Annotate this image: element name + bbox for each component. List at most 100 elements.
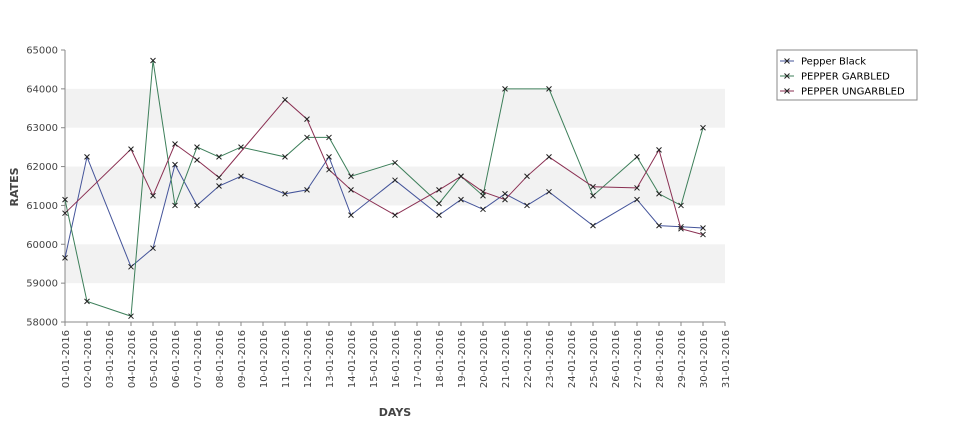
data-point: [84, 154, 90, 160]
data-point: [458, 196, 464, 203]
data-point: [480, 188, 486, 195]
x-tick-label: 07-01-2016: [193, 330, 204, 388]
data-point: [216, 174, 222, 181]
data-point: [348, 187, 354, 193]
data-point: [216, 154, 222, 160]
data-point: [194, 157, 200, 163]
data-point: [524, 202, 530, 209]
data-point: [436, 200, 442, 207]
series-3: [62, 96, 706, 238]
x-tick-label: 27-01-2016: [633, 330, 644, 388]
data-point: [546, 86, 552, 92]
data-point: [326, 154, 332, 160]
x-tick-label: 03-01-2016: [105, 330, 116, 388]
data-point: [502, 190, 508, 197]
x-tick-label: 26-01-2016: [611, 330, 622, 388]
data-point: [590, 222, 596, 229]
data-point: [700, 231, 706, 238]
y-tick-label: 60000: [26, 240, 58, 251]
legend-marker: [784, 73, 790, 79]
data-point: [546, 154, 552, 160]
series-line: [64, 98, 704, 236]
data-point: [326, 134, 332, 141]
x-tick-label: 30-01-2016: [699, 330, 710, 388]
x-tick-label: 24-01-2016: [567, 330, 578, 388]
x-tick-label: 08-01-2016: [215, 330, 226, 388]
legend: Pepper Black PEPPER GARBLED PEPPER UNGARBL…: [776, 49, 918, 101]
y-axis-title: RATES: [8, 167, 21, 206]
x-tick-label: 06-01-2016: [171, 330, 182, 388]
x-tick-label: 18-01-2016: [435, 330, 446, 388]
legend-label: PEPPER UNGARBLED: [801, 87, 905, 98]
plot-background-bands: [65, 50, 725, 322]
data-point: [678, 223, 684, 230]
data-point: [634, 185, 640, 191]
x-tick-label: 12-01-2016: [303, 330, 314, 388]
data-point: [304, 116, 310, 123]
x-tick-label: 17-01-2016: [413, 330, 424, 388]
data-point: [700, 225, 706, 231]
data-point: [216, 183, 222, 189]
data-point: [392, 212, 398, 218]
x-tick-label: 04-01-2016: [127, 330, 138, 388]
y-axis: 58000 59000 60000 61000 62000 63000 64000 65000: [26, 46, 66, 329]
data-point: [678, 225, 684, 232]
data-point: [480, 206, 486, 213]
x-tick-label: 16-01-2016: [391, 330, 402, 388]
data-point: [84, 298, 90, 305]
x-axis-title: DAYS: [379, 406, 412, 419]
data-point: [656, 222, 662, 229]
legend-label: PEPPER GARBLED: [801, 72, 890, 83]
data-point: [282, 154, 288, 160]
data-point: [150, 245, 156, 252]
data-point: [502, 196, 508, 203]
data-point: [590, 192, 596, 199]
grid-band: [65, 88, 725, 128]
legend-items: Pepper Black PEPPER GARBLED PEPPER UNGARBL…: [780, 57, 905, 98]
grid-band: [65, 244, 725, 284]
data-point: [62, 196, 68, 203]
data-point: [238, 144, 244, 150]
y-tick-label: 58000: [26, 318, 58, 329]
y-tick-label: 62000: [26, 162, 58, 173]
y-tick-label: 64000: [26, 84, 58, 95]
data-point: [590, 183, 596, 190]
data-point: [304, 187, 310, 193]
x-tick-label: 11-01-2016: [281, 330, 292, 388]
x-tick-label: 28-01-2016: [655, 330, 666, 388]
data-point: [656, 147, 662, 153]
legend-marker: [784, 88, 790, 94]
x-tick-label: 05-01-2016: [149, 330, 160, 388]
data-point: [392, 177, 398, 184]
data-point: [634, 154, 640, 160]
x-tick-label: 19-01-2016: [457, 330, 468, 388]
legend-label: Pepper Black: [801, 57, 866, 68]
legend-entry: PEPPER UNGARBLED: [780, 87, 905, 98]
data-point: [150, 57, 156, 64]
x-tick-label: 21-01-2016: [501, 330, 512, 388]
data-point: [128, 146, 134, 152]
series-layer: [62, 57, 706, 320]
data-point: [62, 210, 68, 217]
data-point: [458, 173, 464, 180]
data-point: [172, 141, 178, 147]
data-point: [392, 159, 398, 166]
x-tick-label: 29-01-2016: [677, 330, 688, 388]
data-point: [436, 212, 442, 218]
y-tick-label: 61000: [26, 201, 58, 212]
data-point: [194, 202, 200, 209]
y-tick-label: 59000: [26, 279, 58, 290]
data-point: [194, 144, 200, 150]
data-point: [282, 190, 288, 197]
x-tick-label: 13-01-2016: [325, 330, 336, 388]
data-point: [678, 202, 684, 209]
data-point: [62, 255, 68, 261]
legend-marker: [784, 58, 790, 64]
y-tick-label: 65000: [26, 46, 58, 57]
x-tick-label: 14-01-2016: [347, 330, 358, 388]
x-tick-label: 01-01-2016: [61, 330, 72, 388]
data-point: [700, 124, 706, 131]
grid-band: [65, 166, 725, 206]
data-point: [502, 86, 508, 92]
data-point: [326, 166, 332, 173]
